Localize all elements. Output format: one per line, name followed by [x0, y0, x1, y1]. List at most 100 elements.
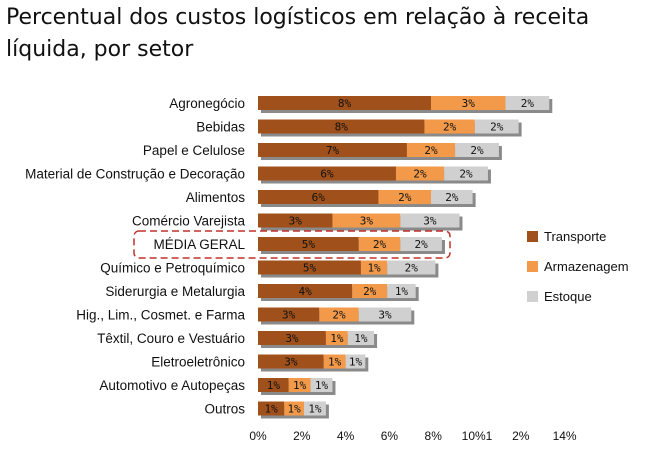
- bar-label-estoque-0: 2%: [521, 97, 535, 110]
- bar-estoque-8: [387, 284, 416, 298]
- bar-label-estoque-5: 3%: [423, 215, 437, 228]
- bar-armazenagem-9: [319, 307, 359, 322]
- legend-label-transporte: Transporte: [544, 229, 606, 244]
- bar-label-transporte-0: 8%: [338, 97, 352, 110]
- bar-label-armazenagem-7: 1%: [367, 262, 381, 275]
- bar-estoque-4: [431, 190, 473, 204]
- bar-armazenagem-0: [431, 96, 506, 110]
- bar-transporte-12: [258, 378, 289, 392]
- bar-label-transporte-13: 1%: [265, 403, 279, 416]
- category-label-8: Siderurgia e Metalurgia: [105, 284, 245, 299]
- x-tick-label-4: 8%: [425, 429, 443, 443]
- bar-label-armazenagem-12: 1%: [293, 379, 307, 392]
- bar-label-armazenagem-1: 2%: [443, 121, 457, 134]
- bar-label-armazenagem-13: 1%: [288, 403, 302, 416]
- bar-estoque-7: [387, 260, 436, 275]
- bar-transporte-7: [258, 260, 361, 275]
- bar-transporte-0: [258, 96, 432, 110]
- bar-transporte-5: [258, 213, 333, 228]
- bar-label-armazenagem-10: 1%: [330, 332, 344, 345]
- chart-title: Percentual dos custos logísticos em rela…: [6, 5, 590, 62]
- bar-label-transporte-1: 8%: [335, 121, 349, 134]
- bar-label-armazenagem-11: 1%: [328, 356, 342, 369]
- category-label-2: Papel e Celulose: [143, 143, 245, 158]
- legend-swatch-armazenagem: [527, 261, 538, 272]
- category-label-5: Comércio Varejista: [132, 214, 246, 229]
- bar-label-armazenagem-2: 2%: [424, 144, 438, 157]
- bar-armazenagem-3: [395, 166, 445, 181]
- bar-label-armazenagem-4: 2%: [398, 191, 412, 204]
- category-label-12: Automotivo e Autopeças: [99, 378, 245, 393]
- bar-estoque-2: [455, 143, 499, 157]
- bar-label-transporte-10: 3%: [285, 332, 299, 345]
- x-tick-label-3: 6%: [381, 429, 399, 443]
- bar-armazenagem-8: [352, 284, 388, 298]
- bar-armazenagem-12: [288, 378, 311, 392]
- bar-estoque-9: [358, 307, 412, 322]
- bar-transporte-6: [258, 237, 359, 251]
- bar-label-transporte-2: 7%: [326, 144, 340, 157]
- bar-estoque-10: [347, 331, 375, 345]
- category-label-6: MÉDIA GERAL: [153, 237, 245, 252]
- bar-label-transporte-7: 5%: [303, 262, 317, 275]
- bar-estoque-13: [303, 401, 326, 416]
- bars-layer: 8% 3% 2%8% 2% 2%7% 2% 2%6% 2% 2%6% 2% 2%3% 3% 3%5% 2%…: [258, 96, 553, 419]
- bar-label-estoque-12: 1%: [315, 379, 329, 392]
- bar-label-transporte-4: 6%: [312, 191, 326, 204]
- x-tick-label-0: 0%: [249, 429, 267, 443]
- bar-transporte-4: [258, 190, 379, 204]
- bar-estoque-5: [400, 213, 460, 228]
- bar-estoque-12: [310, 378, 333, 392]
- x-tick-label-6: 2%: [512, 429, 530, 443]
- bar-armazenagem-7: [360, 260, 388, 275]
- bar-transporte-2: [258, 143, 407, 157]
- bar-label-estoque-13: 1%: [308, 403, 322, 416]
- x-tick-label-7: 14%: [553, 429, 577, 443]
- bar-armazenagem-6: [358, 237, 401, 251]
- bar-label-transporte-5: 3%: [289, 215, 303, 228]
- x-tick-label-1: 2%: [293, 429, 311, 443]
- bar-armazenagem-11: [323, 354, 346, 369]
- bar-label-estoque-6: 2%: [415, 238, 429, 251]
- bar-armazenagem-10: [325, 331, 348, 345]
- bar-transporte-10: [258, 331, 326, 345]
- bar-label-estoque-1: 2%: [490, 121, 504, 134]
- bar-label-estoque-10: 1%: [354, 332, 368, 345]
- bar-label-estoque-11: 1%: [349, 356, 363, 369]
- legend-swatch-estoque: [527, 291, 538, 302]
- category-label-4: Alimentos: [186, 190, 246, 205]
- bar-label-estoque-3: 2%: [459, 168, 473, 181]
- legend-label-estoque: Estoque: [544, 289, 592, 304]
- bar-armazenagem-2: [406, 143, 456, 157]
- category-label-3: Material de Construção e Decoração: [25, 167, 245, 182]
- category-label-1: Bebidas: [196, 120, 245, 135]
- category-label-0: Agronegócio: [169, 96, 245, 111]
- bar-label-transporte-3: 6%: [320, 168, 334, 181]
- highlight-box: [133, 230, 451, 259]
- legend-label-armazenagem: Armazenagem: [544, 259, 629, 274]
- bar-transporte-8: [258, 284, 353, 298]
- category-label-11: Eletroeletrônico: [151, 355, 245, 370]
- x-tick-label-5: 10%1: [462, 429, 493, 443]
- bar-label-transporte-12: 1%: [267, 379, 281, 392]
- bar-label-armazenagem-3: 2%: [413, 168, 427, 181]
- bar-transporte-13: [258, 401, 285, 416]
- bar-label-transporte-9: 3%: [282, 309, 296, 322]
- bar-label-estoque-4: 2%: [445, 191, 459, 204]
- bar-label-estoque-9: 3%: [378, 309, 392, 322]
- bar-label-transporte-11: 3%: [284, 356, 298, 369]
- bar-armazenagem-1: [424, 119, 475, 134]
- category-label-9: Hig., Lim., Cosmet. e Farma: [76, 308, 245, 323]
- bar-transporte-11: [258, 354, 324, 369]
- bar-transporte-1: [258, 119, 425, 134]
- bar-label-estoque-8: 1%: [395, 285, 409, 298]
- bar-label-transporte-6: 5%: [302, 238, 316, 251]
- x-tick-label-2: 4%: [337, 429, 355, 443]
- bar-estoque-3: [444, 166, 488, 181]
- bar-estoque-11: [345, 354, 366, 369]
- bar-label-armazenagem-9: 2%: [332, 309, 346, 322]
- bar-label-estoque-7: 2%: [405, 262, 419, 275]
- category-label-7: Químico e Petroquímico: [100, 261, 245, 276]
- legend: Transporte Armazenagem Estoque: [527, 229, 629, 304]
- bar-label-armazenagem-6: 2%: [373, 238, 387, 251]
